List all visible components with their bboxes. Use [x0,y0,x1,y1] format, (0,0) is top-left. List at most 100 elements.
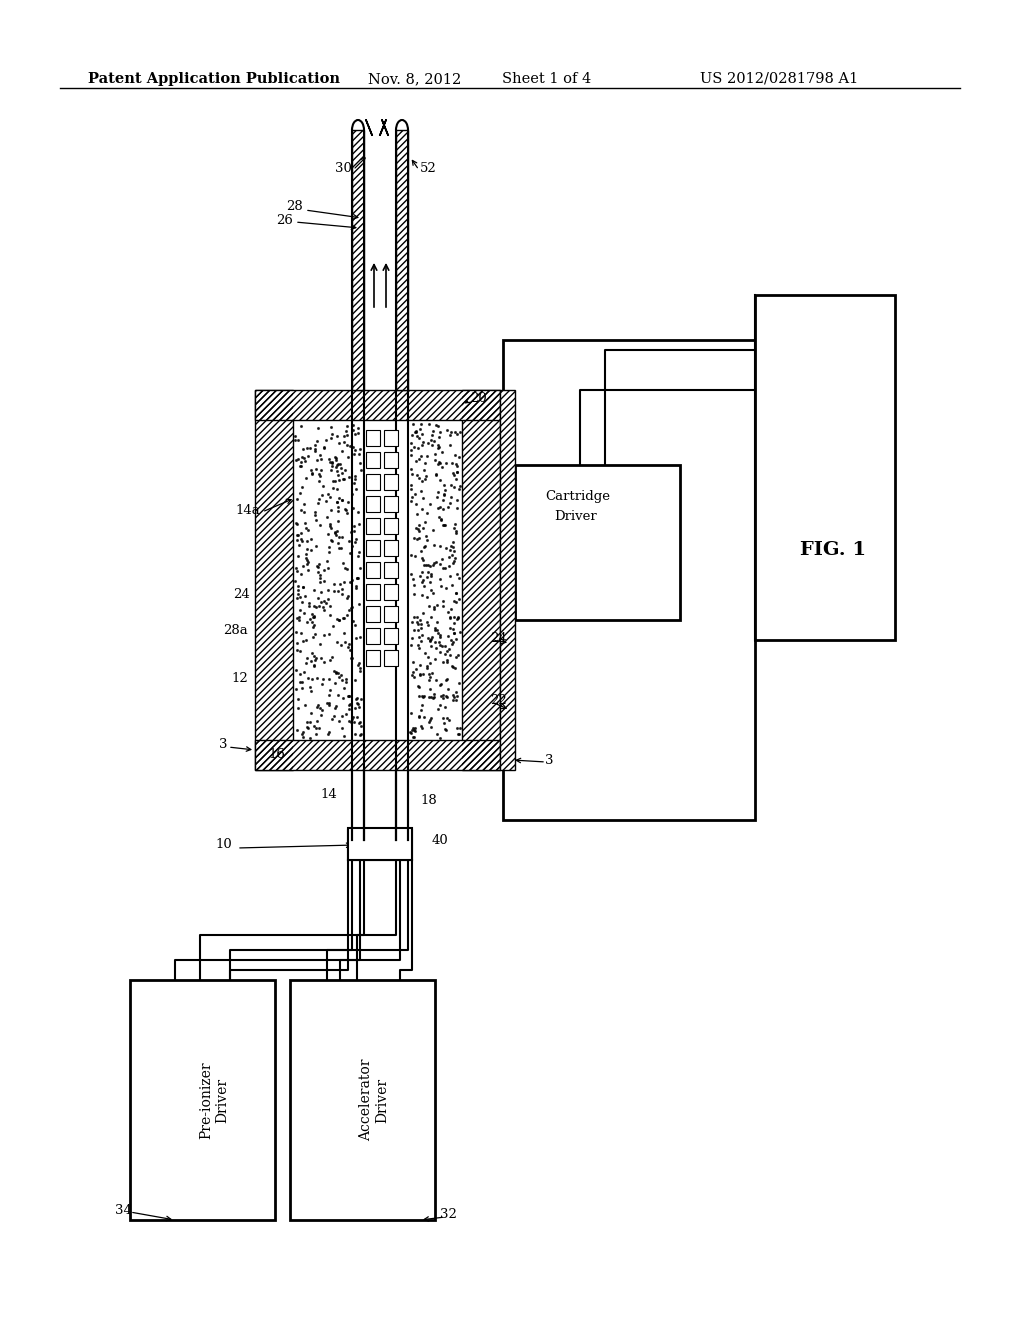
Point [449,690,465,711]
Point [452,718,468,739]
Text: Driver: Driver [554,510,597,523]
Point [330,510,346,531]
Point [431,553,447,574]
Point [411,428,427,449]
Point [321,669,337,690]
Point [290,429,306,450]
Point [417,511,433,532]
Text: 26: 26 [276,214,293,227]
Point [443,634,460,655]
Point [342,647,358,668]
Point [447,582,464,603]
Bar [366,540,380,556]
Point [421,711,437,733]
Point [404,413,421,434]
Point [315,599,332,620]
Point [349,686,366,708]
Point [318,693,335,714]
Text: 34: 34 [115,1204,132,1217]
Point [414,548,430,569]
Point [336,426,352,447]
Point [415,549,431,570]
Point [408,517,424,539]
Point [300,550,316,572]
Point [336,623,352,644]
Point [333,458,349,479]
Point [432,569,449,590]
Point [341,693,357,714]
Point [311,568,328,589]
Point [413,480,429,502]
Bar [384,583,398,601]
Point [449,422,465,444]
Point [434,548,451,569]
Point [407,667,423,688]
Text: Patent Application Publication: Patent Application Publication [88,73,340,86]
Point [449,453,465,474]
Point [422,678,438,700]
Point [312,591,329,612]
Point [300,445,316,466]
Point [292,586,308,607]
Point [412,566,428,587]
Point [407,421,423,442]
Point [289,632,305,653]
Point [335,688,351,709]
Point [429,594,445,615]
Point [306,607,323,628]
Point [306,655,323,676]
Point [419,611,435,632]
Point [341,634,357,655]
Point [346,669,362,690]
Point [424,520,440,541]
Point [339,585,355,606]
Point [409,607,425,628]
Point [423,566,439,587]
Point [324,455,340,477]
Point [444,545,461,566]
Point [311,554,328,576]
Point [290,525,306,546]
Point [447,582,464,603]
Point [428,465,444,486]
Point [435,688,452,709]
Point [342,572,358,593]
Point [344,597,360,618]
Point [404,569,421,590]
Point [441,434,458,455]
Point [411,676,427,697]
Point [353,459,370,480]
Text: 52: 52 [420,161,437,174]
Point [450,644,466,665]
Point [409,504,425,525]
Point [302,676,318,697]
Point [293,528,309,549]
Point [429,619,445,640]
Point [408,421,424,442]
Text: Sheet 1 of 4: Sheet 1 of 4 [502,73,591,86]
Point [431,437,447,458]
Point [451,607,467,628]
Point [301,595,317,616]
Point [309,492,326,513]
Point [415,517,431,539]
Point [402,440,419,461]
Point [335,607,351,628]
Point [414,718,430,739]
Bar [255,389,293,770]
Point [295,438,311,459]
Point [436,718,453,739]
Point [438,453,455,474]
Point [406,726,422,747]
Point [301,593,317,614]
Point [321,722,337,743]
Point [330,426,346,447]
Point [327,470,343,491]
Point [335,469,351,490]
Point [420,554,436,576]
Point [290,689,306,710]
Bar [366,517,380,535]
Point [331,610,347,631]
Point [295,577,311,598]
Point [431,451,447,473]
